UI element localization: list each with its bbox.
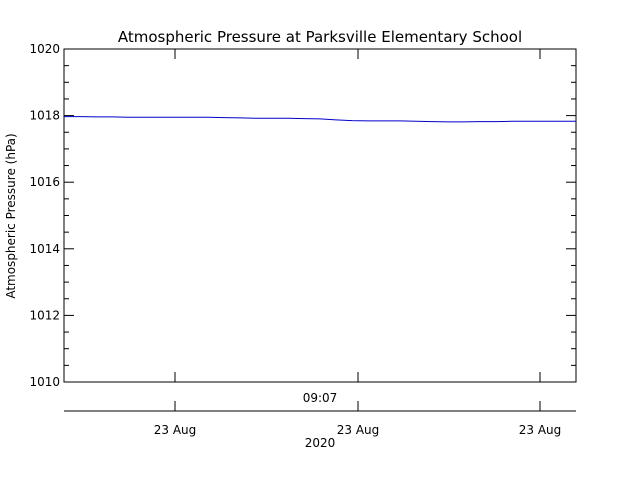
- chart-title: Atmospheric Pressure at Parksville Eleme…: [118, 28, 522, 46]
- plot-frame: [63, 48, 577, 383]
- x-time-label: 09:07: [303, 391, 338, 405]
- y-axis-label: Atmospheric Pressure (hPa): [4, 133, 18, 298]
- x-axis-ticks: [174, 49, 541, 411]
- x-tick-label: 23 Aug: [519, 423, 562, 437]
- y-tick-label: 1020: [29, 42, 60, 56]
- x-tick-label: 23 Aug: [154, 423, 197, 437]
- y-tick-label: 1014: [29, 242, 60, 256]
- y-axis-ticks: [64, 48, 576, 383]
- y-tick-label: 1010: [29, 375, 60, 389]
- y-tick-label: 1018: [29, 109, 60, 123]
- y-tick-label: 1016: [29, 175, 60, 189]
- x-tick-label: 23 Aug: [337, 423, 380, 437]
- y-tick-label: 1012: [29, 308, 60, 322]
- x-year-label: 2020: [305, 436, 336, 450]
- y-axis-tick-labels: 1010 1012 1014 1016 1018 1020: [29, 42, 60, 389]
- x-axis-tick-labels: 23 Aug 23 Aug 23 Aug: [154, 423, 562, 437]
- pressure-series-line: [64, 116, 576, 123]
